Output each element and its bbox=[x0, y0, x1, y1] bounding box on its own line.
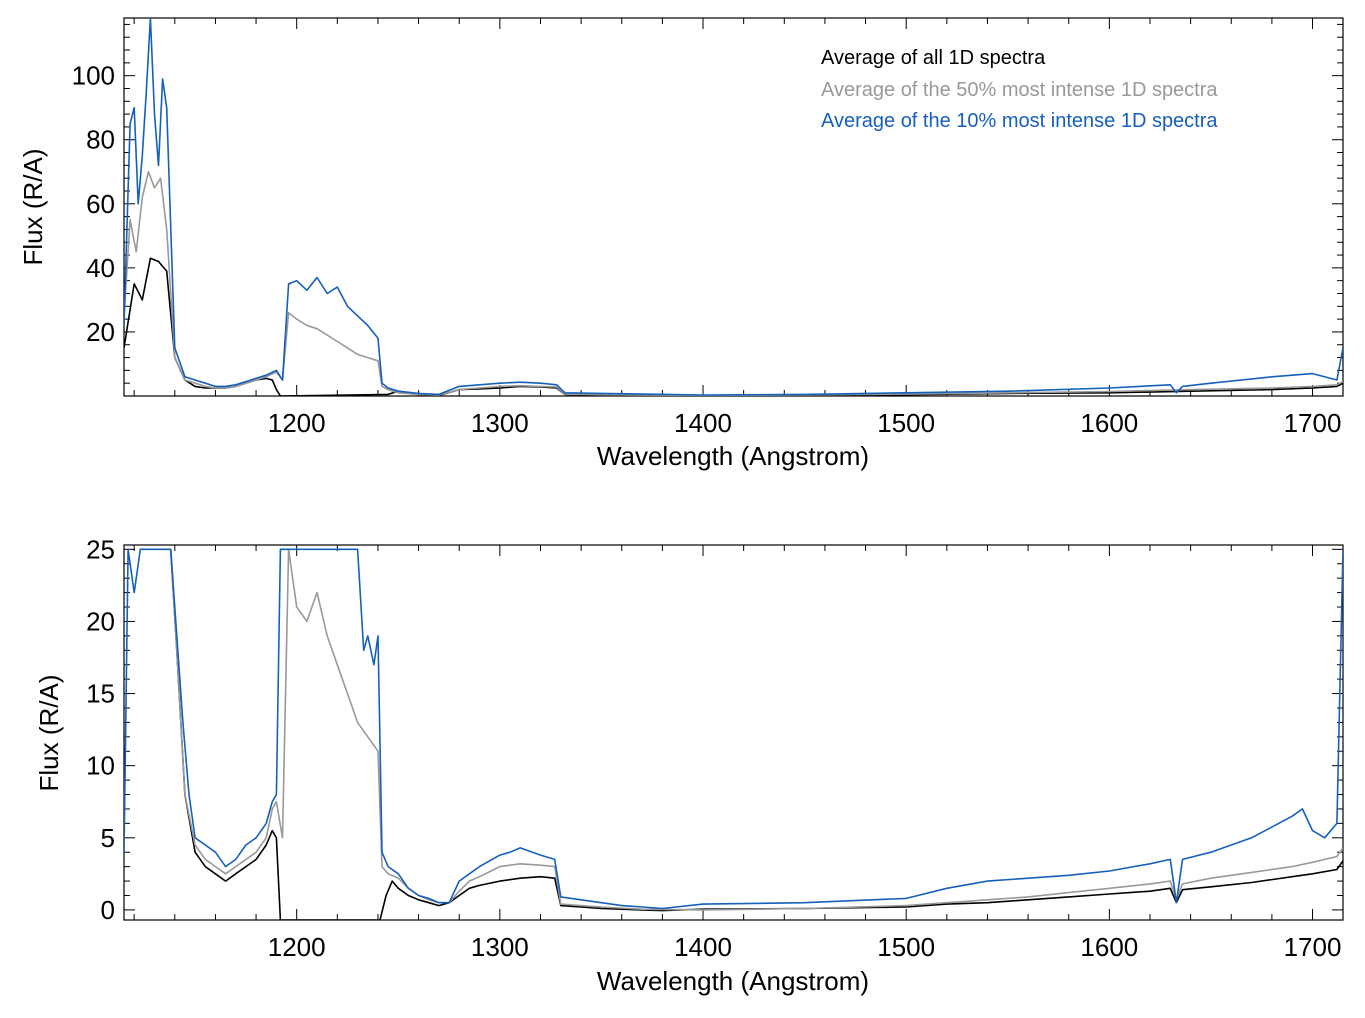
y-axis-label: Flux (R/A) bbox=[18, 149, 48, 266]
plot-frame bbox=[123, 544, 1344, 921]
y-tick-label: 40 bbox=[86, 253, 115, 283]
x-tick-label: 1400 bbox=[674, 932, 732, 962]
y-tick-label: 100 bbox=[72, 61, 115, 91]
y-tick-labels: 0 5 10 15 20 25 bbox=[86, 534, 115, 925]
y-tick-label: 15 bbox=[86, 679, 115, 709]
x-tick-label: 1400 bbox=[674, 408, 732, 438]
axis-ticks bbox=[124, 18, 1343, 397]
plot-frame bbox=[123, 17, 1344, 397]
x-tick-labels: 1200 1300 1400 1500 1600 1700 bbox=[268, 408, 1342, 438]
y-tick-label: 5 bbox=[101, 823, 115, 853]
x-tick-labels: 1200 1300 1400 1500 1600 1700 bbox=[268, 932, 1342, 962]
series-line-2 bbox=[169, 548, 1343, 911]
x-tick-label: 1600 bbox=[1080, 932, 1138, 962]
y-tick-label: 25 bbox=[86, 534, 115, 564]
legend-entry-all: Average of all 1D spectra bbox=[821, 47, 1046, 69]
legend-entry-top50: Average of the 50% most intense 1D spect… bbox=[821, 79, 1218, 101]
x-tick-label: 1200 bbox=[268, 408, 326, 438]
series-line-2 bbox=[124, 171, 1343, 396]
x-tick-label: 1200 bbox=[268, 932, 326, 962]
y-tick-label: 80 bbox=[86, 125, 115, 155]
x-tick-label: 1300 bbox=[471, 932, 529, 962]
x-tick-label: 1300 bbox=[471, 408, 529, 438]
x-tick-label: 1500 bbox=[877, 408, 935, 438]
x-tick-label: 1600 bbox=[1080, 408, 1138, 438]
legend-entry-top10: Average of the 10% most intense 1D spect… bbox=[821, 110, 1218, 132]
x-tick-label: 1700 bbox=[1284, 932, 1342, 962]
y-tick-label: 60 bbox=[86, 189, 115, 219]
y-tick-label: 20 bbox=[86, 606, 115, 636]
series-lines bbox=[124, 548, 1343, 920]
y-axis-label: Flux (R/A) bbox=[34, 675, 64, 792]
series-line-1 bbox=[124, 257, 1343, 396]
series-line-3 bbox=[124, 548, 1343, 910]
x-axis-label: Wavelength (Angstrom) bbox=[597, 966, 869, 996]
y-tick-labels: 20 40 60 80 100 bbox=[72, 61, 115, 347]
x-tick-label: 1700 bbox=[1284, 408, 1342, 438]
axis-ticks bbox=[124, 545, 1343, 920]
series-line-1 bbox=[169, 549, 1343, 920]
x-axis-label: Wavelength (Angstrom) bbox=[597, 441, 869, 471]
x-tick-label: 1500 bbox=[877, 932, 935, 962]
y-tick-label: 0 bbox=[101, 895, 115, 925]
series-line-3 bbox=[124, 18, 1343, 396]
bottom-panel: 1200 1300 1400 1500 1600 1700 0 5 10 15 20 25 Wave… bbox=[34, 534, 1344, 996]
legend: Average of all 1D spectra Average of the… bbox=[821, 47, 1218, 132]
y-tick-label: 20 bbox=[86, 317, 115, 347]
top-panel: 1200 1300 1400 1500 1600 1700 20 40 60 80 100 Wav… bbox=[18, 17, 1344, 471]
series-lines bbox=[124, 18, 1343, 396]
y-tick-label: 10 bbox=[86, 751, 115, 781]
